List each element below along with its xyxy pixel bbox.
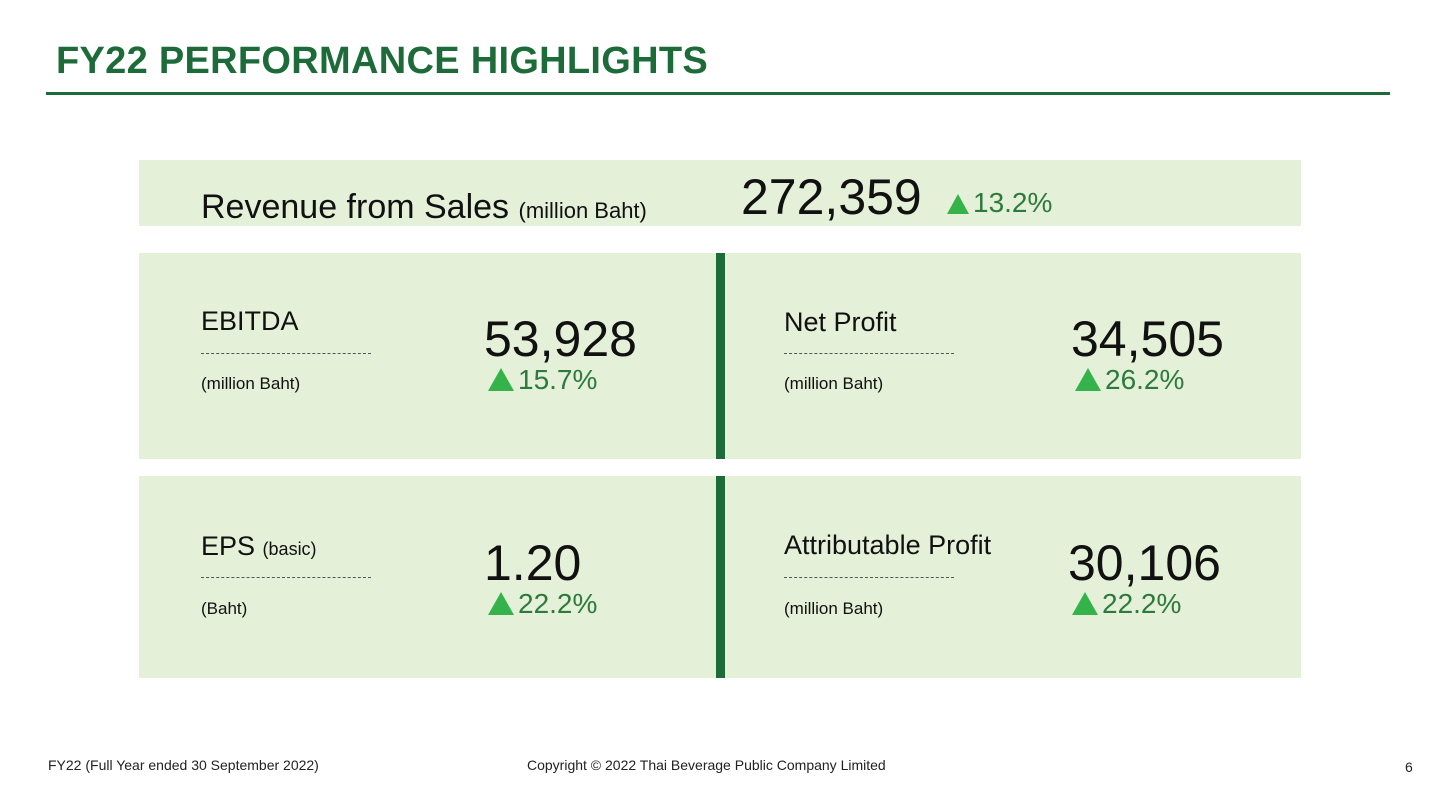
title-underline — [46, 92, 1390, 95]
up-triangle-icon — [488, 592, 514, 615]
metric-value: 1.20 — [484, 535, 582, 591]
revenue-unit: (million Baht) — [518, 198, 647, 223]
metric-change: 22.2% — [1072, 588, 1181, 620]
revenue-change-value: 13.2% — [973, 187, 1053, 218]
revenue-label-text: Revenue from Sales — [201, 188, 510, 226]
metric-value: 34,505 — [1071, 311, 1224, 367]
metric-label-text: EPS — [201, 531, 256, 561]
metric-unit: (million Baht) — [201, 374, 301, 393]
revenue-label: Revenue from Sales (million Baht) — [201, 188, 647, 227]
vertical-divider — [716, 476, 725, 678]
up-triangle-icon — [947, 194, 969, 214]
metric-change: 26.2% — [1075, 364, 1184, 396]
page-number: 6 — [1405, 759, 1413, 775]
dotted-separator — [784, 577, 954, 578]
metric-change-value: 26.2% — [1105, 364, 1185, 395]
metric-change-value: 15.7% — [518, 364, 598, 395]
metric-label: Net Profit — [784, 307, 897, 337]
footer-copyright: Copyright © 2022 Thai Beverage Public Co… — [527, 757, 886, 773]
metric-change: 22.2% — [488, 588, 597, 620]
metric-change: 15.7% — [488, 364, 597, 396]
metric-unit: (million Baht) — [784, 599, 884, 618]
metric-qualifier: (basic) — [262, 539, 317, 559]
metric-label: EBITDA — [201, 306, 299, 336]
metric-unit: (Baht) — [201, 599, 248, 618]
up-triangle-icon — [1075, 368, 1101, 391]
metric-label: EPS (basic) — [201, 531, 317, 562]
revenue-value: 272,359 — [741, 169, 922, 225]
revenue-change: 13.2% — [947, 187, 1052, 219]
metric-value: 30,106 — [1068, 535, 1221, 591]
metric-label: Attributable Profit — [784, 530, 992, 560]
up-triangle-icon — [488, 368, 514, 391]
dotted-separator — [201, 577, 371, 578]
revenue-panel: Revenue from Sales (million Baht) 272,35… — [139, 160, 1301, 226]
metric-change-value: 22.2% — [1102, 588, 1182, 619]
metric-value: 53,928 — [484, 311, 637, 367]
dotted-separator — [201, 353, 371, 354]
metric-change-value: 22.2% — [518, 588, 598, 619]
page-title: FY22 PERFORMANCE HIGHLIGHTS — [56, 40, 709, 82]
footer-period: FY22 (Full Year ended 30 September 2022) — [48, 757, 319, 773]
dotted-separator — [784, 353, 954, 354]
up-triangle-icon — [1072, 592, 1098, 615]
metric-unit: (million Baht) — [784, 374, 884, 393]
vertical-divider — [716, 253, 725, 459]
